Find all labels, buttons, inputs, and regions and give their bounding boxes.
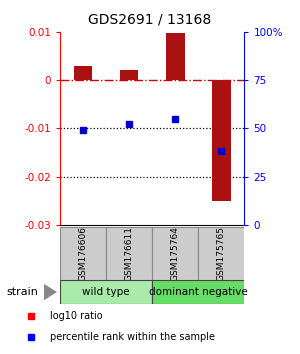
Text: GSM175764: GSM175764 — [171, 225, 180, 281]
Bar — [120, 70, 138, 80]
Text: GSM176611: GSM176611 — [125, 225, 134, 281]
Bar — [106, 227, 152, 280]
Text: wild type: wild type — [82, 287, 130, 297]
Bar — [212, 80, 231, 201]
Bar — [74, 65, 92, 80]
Text: GSM175765: GSM175765 — [217, 225, 226, 281]
Bar — [166, 33, 184, 80]
Bar — [198, 227, 244, 280]
Text: log10 ratio: log10 ratio — [50, 311, 103, 321]
Bar — [60, 280, 152, 304]
Polygon shape — [44, 284, 57, 301]
Text: percentile rank within the sample: percentile rank within the sample — [50, 332, 215, 342]
Text: GDS2691 / 13168: GDS2691 / 13168 — [88, 12, 212, 27]
Text: GSM176606: GSM176606 — [79, 225, 88, 281]
Bar — [152, 280, 244, 304]
Text: strain: strain — [6, 287, 38, 297]
Bar — [60, 227, 106, 280]
Bar — [152, 227, 198, 280]
Text: dominant negative: dominant negative — [149, 287, 248, 297]
